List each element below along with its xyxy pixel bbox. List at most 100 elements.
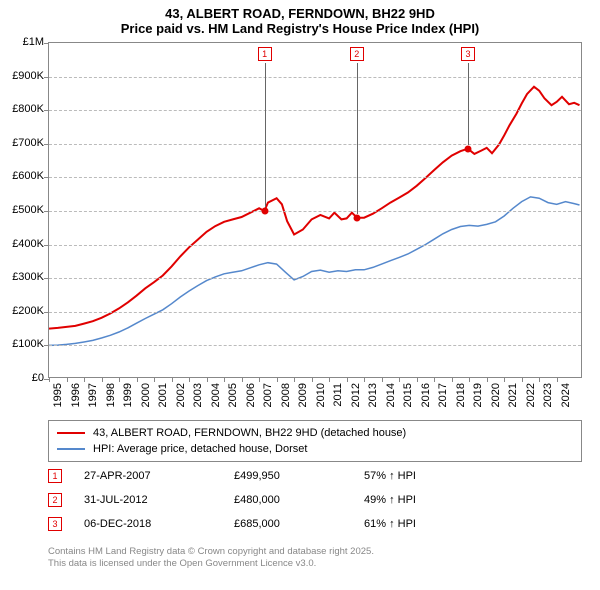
sale-row: 2 31-JUL-2012£480,00049% ↑ HPI: [48, 488, 484, 512]
sale-date: 06-DEC-2018: [84, 518, 234, 530]
x-axis-label: 2016: [420, 383, 432, 407]
x-axis-label: 2023: [542, 383, 554, 407]
x-axis-label: 2010: [315, 383, 327, 407]
x-axis-label: 2017: [437, 383, 449, 407]
x-axis-label: 2005: [227, 383, 239, 407]
legend-label: 43, ALBERT ROAD, FERNDOWN, BH22 9HD (det…: [93, 427, 406, 439]
x-axis-label: 2002: [175, 383, 187, 407]
y-tick: [44, 345, 49, 346]
footnote: Contains HM Land Registry data © Crown c…: [48, 546, 374, 571]
x-axis-label: 2014: [385, 383, 397, 407]
y-axis-label: £1M: [23, 36, 44, 48]
legend-swatch: [57, 432, 85, 434]
y-axis-label: £400K: [12, 238, 44, 250]
y-axis-label: £600K: [12, 170, 44, 182]
y-axis-label: £500K: [12, 204, 44, 216]
y-tick: [44, 177, 49, 178]
y-axis-label: £900K: [12, 70, 44, 82]
y-axis-label: £300K: [12, 271, 44, 283]
series-line: [49, 87, 580, 329]
sale-price: £480,000: [234, 494, 364, 506]
x-axis-label: 2011: [332, 383, 344, 407]
y-axis-labels: £0£100K£200K£300K£400K£500K£600K£700K£80…: [0, 42, 46, 378]
y-tick: [44, 245, 49, 246]
sale-row: 1 27-APR-2007£499,95057% ↑ HPI: [48, 464, 484, 488]
gridline: [49, 77, 581, 78]
y-axis-label: £0: [32, 372, 44, 384]
sale-marker-line: [357, 63, 358, 214]
x-axis-label: 2020: [490, 383, 502, 407]
sale-row-marker: 2: [48, 493, 62, 507]
title-line-1: 43, ALBERT ROAD, FERNDOWN, BH22 9HD: [0, 6, 600, 21]
sale-date: 27-APR-2007: [84, 470, 234, 482]
sale-diff: 61% ↑ HPI: [364, 518, 484, 530]
footnote-line-1: Contains HM Land Registry data © Crown c…: [48, 546, 374, 558]
x-axis-label: 1998: [105, 383, 117, 407]
gridline: [49, 211, 581, 212]
x-axis-label: 2019: [472, 383, 484, 407]
sale-row-marker: 1: [48, 469, 62, 483]
gridline: [49, 312, 581, 313]
gridline: [49, 278, 581, 279]
gridline: [49, 110, 581, 111]
y-axis-label: £700K: [12, 137, 44, 149]
y-tick: [44, 144, 49, 145]
gridline: [49, 245, 581, 246]
x-axis-label: 2004: [210, 383, 222, 407]
sale-price: £685,000: [234, 518, 364, 530]
x-axis-label: 2007: [262, 383, 274, 407]
x-axis-label: 1999: [122, 383, 134, 407]
x-axis-label: 2006: [245, 383, 257, 407]
x-axis-label: 2008: [280, 383, 292, 407]
x-axis-label: 1996: [70, 383, 82, 407]
x-axis-label: 1997: [87, 383, 99, 407]
x-axis-label: 2012: [350, 383, 362, 407]
gridline: [49, 345, 581, 346]
x-axis-label: 2024: [560, 383, 572, 407]
x-axis-label: 2000: [140, 383, 152, 407]
legend-swatch: [57, 448, 85, 450]
sale-marker-line: [468, 63, 469, 145]
y-tick: [44, 77, 49, 78]
sale-date: 31-JUL-2012: [84, 494, 234, 506]
chart-title-area: 43, ALBERT ROAD, FERNDOWN, BH22 9HD Pric…: [0, 0, 600, 36]
x-axis-label: 2021: [507, 383, 519, 407]
x-axis-label: 1995: [52, 383, 64, 407]
sale-marker-box: 2: [350, 47, 364, 61]
title-line-2: Price paid vs. HM Land Registry's House …: [0, 21, 600, 36]
sale-diff: 57% ↑ HPI: [364, 470, 484, 482]
sale-marker-box: 3: [461, 47, 475, 61]
x-axis-label: 2013: [367, 383, 379, 407]
y-tick: [44, 43, 49, 44]
y-tick: [44, 110, 49, 111]
sale-price: £499,950: [234, 470, 364, 482]
legend-row: 43, ALBERT ROAD, FERNDOWN, BH22 9HD (det…: [57, 425, 573, 441]
y-axis-label: £200K: [12, 305, 44, 317]
chart-plot-area: 1 2 3: [48, 42, 582, 378]
x-axis-labels: 1995 1996 1997 1998 1999 2000 2001 2002 2003 2004…: [48, 380, 582, 420]
sales-table: 1 27-APR-2007£499,95057% ↑ HPI 2 31-JUL-201…: [48, 464, 484, 536]
sale-marker-box: 1: [258, 47, 272, 61]
sale-diff: 49% ↑ HPI: [364, 494, 484, 506]
sale-marker-line: [265, 63, 266, 207]
chart-legend: 43, ALBERT ROAD, FERNDOWN, BH22 9HD (det…: [48, 420, 582, 462]
y-tick: [44, 278, 49, 279]
y-axis-label: £100K: [12, 338, 44, 350]
sale-row-marker: 3: [48, 517, 62, 531]
sale-marker-dot: [464, 145, 471, 152]
x-axis-label: 2003: [192, 383, 204, 407]
gridline: [49, 177, 581, 178]
y-axis-label: £800K: [12, 103, 44, 115]
x-axis-label: 2022: [525, 383, 537, 407]
footnote-line-2: This data is licensed under the Open Gov…: [48, 558, 374, 570]
gridline: [49, 144, 581, 145]
sale-row: 3 06-DEC-2018£685,00061% ↑ HPI: [48, 512, 484, 536]
x-axis-label: 2001: [157, 383, 169, 407]
y-tick: [44, 312, 49, 313]
x-axis-label: 2015: [402, 383, 414, 407]
legend-row: HPI: Average price, detached house, Dors…: [57, 441, 573, 457]
legend-label: HPI: Average price, detached house, Dors…: [93, 443, 307, 455]
sale-marker-dot: [353, 214, 360, 221]
sale-marker-dot: [261, 208, 268, 215]
x-axis-label: 2009: [297, 383, 309, 407]
